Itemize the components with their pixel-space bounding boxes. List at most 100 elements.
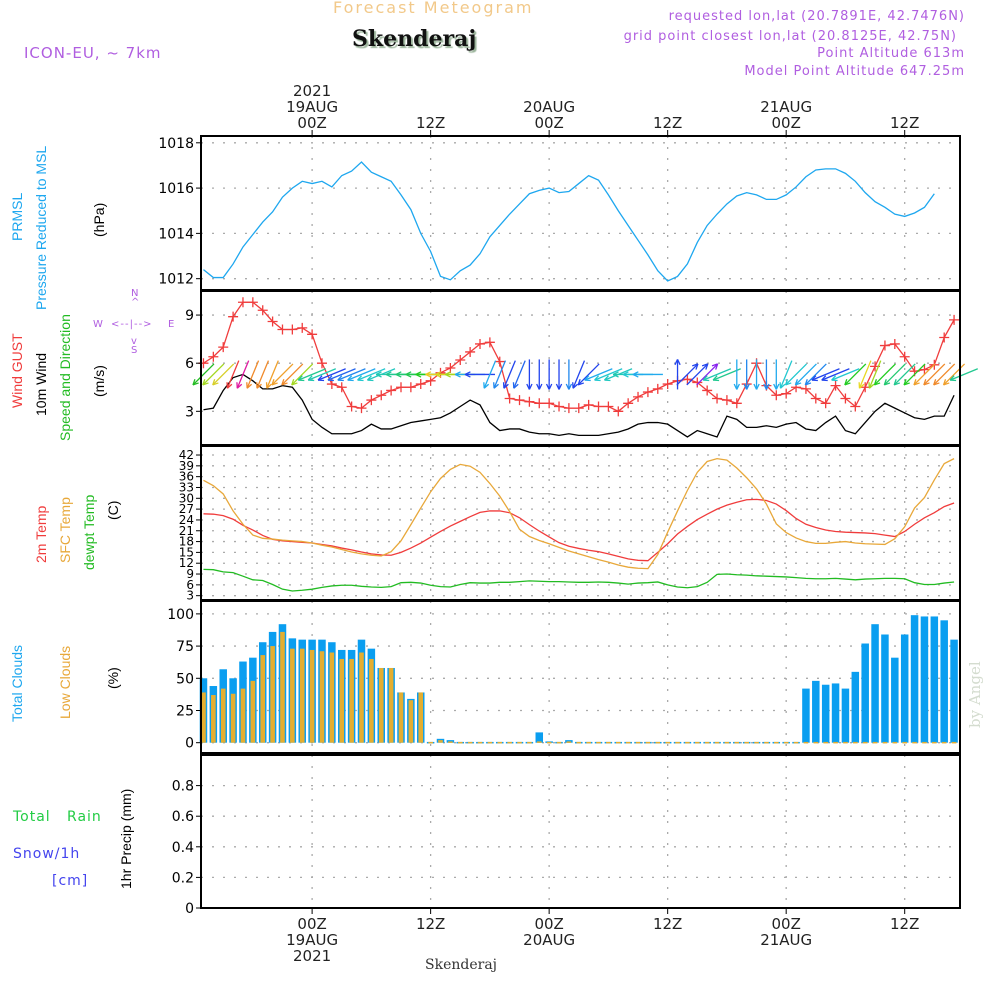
wind-arrow-head — [773, 383, 777, 390]
bar-low-clouds — [951, 741, 957, 744]
bar-low-clouds — [773, 741, 779, 744]
compass-west: W — [93, 319, 103, 330]
gust-marker — [810, 393, 821, 404]
bar-low-clouds — [823, 741, 828, 744]
wind-arrow-head — [538, 383, 543, 390]
wind-arrow-head — [811, 375, 817, 381]
wind-arrow-shaft — [883, 363, 906, 386]
xtick-label-bottom: 19AUG — [286, 931, 338, 949]
gust-marker — [475, 338, 486, 349]
point-altitude: Point Altitude 613m — [817, 46, 965, 61]
bar-low-clouds — [596, 741, 601, 744]
wind-arrow-head — [271, 382, 278, 386]
ytick-label-temperature: 3 — [186, 589, 194, 603]
gust-marker — [356, 403, 367, 414]
bar-total-clouds — [930, 616, 939, 743]
wind-arrow-head — [913, 379, 917, 386]
wind-arrow-head — [584, 375, 590, 381]
wind-arrow-shaft — [686, 363, 709, 386]
gust-marker — [228, 311, 239, 322]
gust-marker — [652, 383, 663, 394]
wind-arrow-head — [763, 383, 768, 390]
wind-arrow-head — [454, 371, 461, 376]
wind-arrow-shaft — [236, 360, 250, 389]
bar-low-clouds — [872, 741, 878, 744]
bar-low-clouds — [665, 741, 670, 744]
ytick-label-pressure: 1012 — [158, 272, 194, 288]
wind-arrow-head — [291, 379, 295, 386]
bar-low-clouds — [319, 651, 325, 743]
wind-arrow-head — [821, 375, 827, 381]
gust-marker — [504, 393, 515, 404]
series-line-prmsl — [203, 161, 935, 282]
wind-arrow-head — [743, 383, 748, 390]
gust-marker — [682, 374, 693, 385]
wind-arrow-shaft — [212, 363, 235, 386]
wind-arrow-head — [612, 371, 619, 376]
gust-marker — [623, 398, 634, 409]
wind-arrow-head — [435, 373, 442, 378]
wind-arrow — [784, 363, 808, 386]
wind-arrow-head — [317, 375, 323, 381]
wind-arrow-shaft — [246, 360, 260, 389]
wind-arrow-head — [425, 373, 432, 378]
wind-arrow-head — [444, 371, 451, 376]
wind-arrow — [212, 363, 235, 386]
wind-arrow-head — [555, 383, 560, 390]
wind-arrow-shaft — [584, 368, 613, 381]
wind-arrow — [337, 368, 366, 382]
gust-marker — [544, 398, 555, 409]
gridpoint-coords: grid point closest lon,lat (20.8125E, 42… — [623, 29, 957, 44]
wind-arrow-shaft — [337, 368, 366, 381]
gust-marker — [435, 367, 446, 378]
gust-marker — [405, 382, 416, 393]
wind-arrow-head — [385, 373, 392, 378]
wind-arrow-head — [526, 383, 530, 390]
xtick-label-bottom: 12Z — [653, 915, 682, 933]
wind-arrow-head — [794, 379, 799, 386]
bar-low-clouds — [536, 741, 542, 743]
wind-arrow-head — [873, 379, 878, 386]
gust-marker — [642, 387, 653, 398]
xtick-label-bottom: 2021 — [293, 947, 331, 965]
wind-arrow-shaft — [347, 368, 376, 381]
wind-arrow-head — [415, 373, 422, 378]
wind-arrow-head — [784, 379, 789, 386]
wind-arrow-head — [464, 373, 471, 378]
gust-marker — [771, 390, 782, 401]
bar-low-clouds — [211, 695, 216, 743]
wind-arrow-head — [266, 383, 272, 389]
wind-arrow-head — [192, 382, 199, 386]
wind-arrow — [858, 360, 872, 389]
wind-arrow-head — [903, 379, 907, 386]
wind-arrow — [526, 359, 533, 390]
bar-low-clouds — [517, 741, 522, 744]
wind-arrow-head — [913, 382, 920, 386]
wind-arrow-shaft — [493, 360, 507, 389]
gust-marker — [415, 379, 426, 390]
wind-arrow — [347, 368, 376, 382]
wind-arrow-head — [577, 379, 581, 386]
wind-arrow-head — [884, 382, 891, 386]
wind-arrow-head — [701, 363, 709, 367]
wind-arrow-head — [594, 375, 600, 381]
wind-arrow-head — [327, 375, 333, 381]
wind-arrow-head — [923, 382, 930, 386]
wind-arrow — [565, 359, 573, 390]
precip-legend-rain: Total Rain — [13, 809, 102, 825]
ytick-label-temperature: 33 — [179, 480, 194, 494]
wind-arrow — [831, 368, 860, 382]
wind-arrow-head — [733, 383, 738, 390]
model-altitude: Model Point Altitude 647.25m — [744, 64, 965, 79]
line-layer — [192, 161, 978, 592]
xtick-label-top: 12Z — [890, 114, 919, 132]
wind-arrow-shaft — [913, 363, 936, 386]
bar-low-clouds — [882, 741, 888, 744]
wind-arrow — [696, 363, 719, 386]
wind-arrow-head — [868, 383, 875, 389]
ytick-label-pressure: 1018 — [158, 136, 194, 152]
xtick-label-bottom: 20AUG — [523, 931, 575, 949]
wind-arrow-head — [883, 379, 887, 386]
wind-arrow-shaft — [858, 360, 872, 389]
gust-marker — [919, 364, 930, 375]
